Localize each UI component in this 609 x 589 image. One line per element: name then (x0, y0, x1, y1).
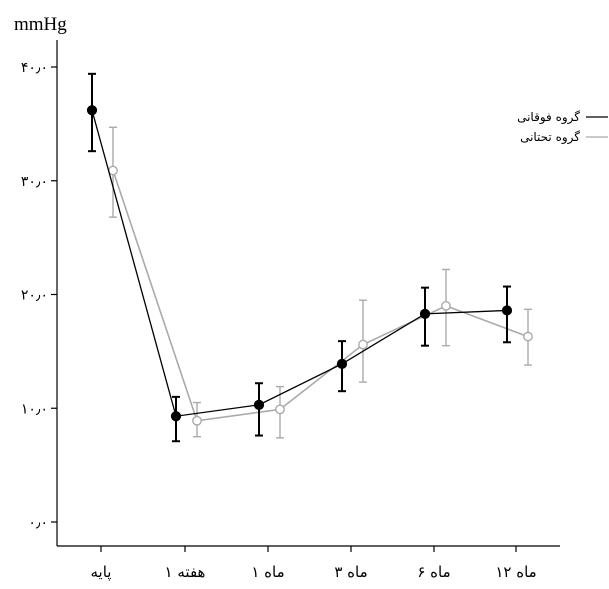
x-tick-label: ماه ۶ (417, 563, 450, 581)
data-point (501, 305, 513, 316)
x-tick-label: ماه ۳ (334, 563, 367, 581)
y-tick-label: ۳۰٫۰ (21, 174, 48, 190)
data-point (275, 404, 285, 415)
data-point (170, 411, 182, 422)
data-point (358, 339, 368, 350)
data-point (253, 399, 265, 410)
data-point (336, 358, 348, 369)
series-line (112, 170, 529, 422)
y-tick-label: ۲۰٫۰ (21, 288, 48, 304)
legend-label: گروه فوقانی (517, 110, 580, 125)
data-point (523, 331, 533, 342)
x-tick-label: ماه ۱ (251, 563, 284, 581)
series-line (91, 110, 508, 417)
data-point (419, 308, 431, 319)
y-tick-label: ۰٫۰ (28, 515, 48, 531)
x-tick-label: پایه (91, 563, 112, 582)
data-point (192, 415, 202, 426)
x-tick-label: هفته ۱ (165, 563, 206, 581)
y-tick-label: ۱۰٫۰ (21, 401, 48, 417)
data-point (108, 165, 118, 176)
data-point (86, 105, 98, 116)
data-point (441, 300, 451, 311)
y-axis-unit-label: mmHg (14, 14, 67, 35)
x-tick-label: ماه ۱۲ (495, 563, 536, 581)
y-tick-label: ۴۰٫۰ (21, 60, 48, 76)
legend-label: گروه تحتانی (520, 130, 580, 145)
